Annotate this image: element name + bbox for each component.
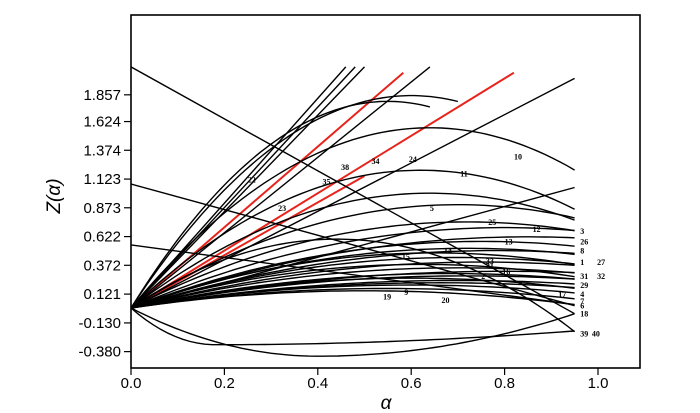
- curve-number-label: 3: [580, 227, 584, 236]
- x-axis-ticks: 0.0 0.2 0.4 0.6 0.8 1.0: [121, 368, 609, 392]
- curve-number-label: 20: [442, 296, 450, 305]
- curve-number-label: 6: [580, 302, 584, 311]
- series-curve-20: [131, 226, 575, 309]
- series-curve-25: [131, 252, 575, 309]
- y-axis-label: Z(α): [44, 178, 65, 214]
- series-curve-7: [131, 77, 575, 309]
- y-tick-label: 0.121: [83, 286, 121, 303]
- series-curves: [131, 66, 576, 357]
- series-curve-4: [131, 66, 356, 309]
- curve-number-label: 25: [488, 218, 496, 227]
- y-tick-label: 0.622: [83, 229, 121, 246]
- curve-number-label: 24: [409, 155, 417, 164]
- red-series-curve-2: [131, 175, 365, 309]
- series-curve-38: [131, 290, 575, 309]
- curve-number-label: 33: [486, 257, 494, 266]
- curve-number-label: 32: [597, 272, 605, 281]
- series-curve-39: [131, 307, 575, 346]
- curve-number-label: 40: [592, 329, 600, 338]
- curve-number-label: 11: [460, 170, 468, 179]
- curve-number-label: 17: [558, 290, 566, 299]
- curve-number-label: 8: [580, 247, 584, 256]
- curve-number-label: 1: [580, 258, 584, 267]
- series-curve-19: [131, 221, 575, 309]
- curve-number-label: 4: [580, 290, 584, 299]
- series-curve-10: [131, 183, 575, 307]
- curve-number-label: 13: [505, 237, 513, 246]
- curve-number-label: 10: [514, 152, 522, 161]
- series-curve-18: [131, 204, 575, 309]
- curve-number-label: 16: [502, 267, 510, 276]
- y-tick-label: -0.130: [78, 315, 121, 332]
- curve-number-label: 39: [580, 329, 588, 338]
- series-curve-26: [131, 256, 575, 309]
- y-tick-label: 1.857: [83, 87, 121, 104]
- curve-number-label: 7: [580, 297, 584, 306]
- x-tick-label: 0.8: [494, 375, 515, 392]
- curve-number-label: 38: [341, 163, 349, 172]
- series-curve-11: [131, 244, 575, 306]
- series-curve-6: [131, 66, 431, 309]
- series-curve-29: [131, 267, 575, 309]
- series-curve-17: [131, 192, 575, 309]
- y-tick-label: -0.380: [78, 344, 121, 361]
- curve-number-label: 26: [580, 237, 588, 246]
- curve-number-label: 15: [402, 252, 410, 261]
- curve-number-label: 23: [278, 204, 286, 213]
- y-tick-label: 1.374: [83, 142, 121, 159]
- curve-number-label: 14: [444, 247, 452, 256]
- curve-number-label: 18: [580, 310, 588, 319]
- red-series-curve-1: [131, 71, 515, 309]
- curve-number-label: 29: [580, 281, 588, 290]
- series-curve-16: [131, 169, 575, 309]
- curve-number-label: 35: [322, 178, 330, 187]
- curve-number-label: 21: [486, 262, 494, 271]
- x-tick-label: 1.0: [588, 375, 609, 392]
- x-axis-label: α: [381, 393, 393, 413]
- y-tick-label: 0.873: [83, 200, 121, 217]
- y-axis-ticks: -0.380 -0.130 0.121 0.372 0.622 0.873 1.123 1.3…: [78, 87, 131, 361]
- series-curve-40: [131, 307, 575, 357]
- x-tick-label: 0.6: [401, 375, 422, 392]
- series-curve-15: [131, 127, 575, 309]
- series-curve-36: [131, 284, 575, 309]
- x-tick-label: 0.2: [214, 375, 235, 392]
- series-curve-9: [131, 66, 575, 315]
- curve-number-label: 27: [597, 258, 605, 267]
- curve-number-label: 5: [430, 204, 434, 213]
- curve-number-label: 19: [383, 293, 391, 302]
- plot-frame: [130, 14, 641, 369]
- curve-number-label: 34: [372, 157, 380, 166]
- series-curve-22: [131, 240, 575, 309]
- series-curve-14: [131, 94, 459, 309]
- y-tick-label: 1.624: [83, 114, 121, 131]
- series-curve-13: [131, 100, 431, 309]
- y-tick-label: 0.372: [83, 257, 121, 274]
- x-tick-label: 0.4: [307, 375, 328, 392]
- series-curve-28: [131, 263, 575, 309]
- series-curve-27: [131, 261, 575, 309]
- curve-number-label: 2: [481, 272, 485, 281]
- curve-number-label: 22: [248, 175, 256, 184]
- curve-number-label: 31: [580, 272, 588, 281]
- y-tick-label: 1.123: [83, 171, 121, 188]
- series-curve-5: [131, 66, 366, 309]
- x-tick-label: 0.0: [121, 375, 142, 392]
- curve-number-label: 12: [533, 225, 541, 234]
- curve-number-label: 9: [404, 288, 408, 297]
